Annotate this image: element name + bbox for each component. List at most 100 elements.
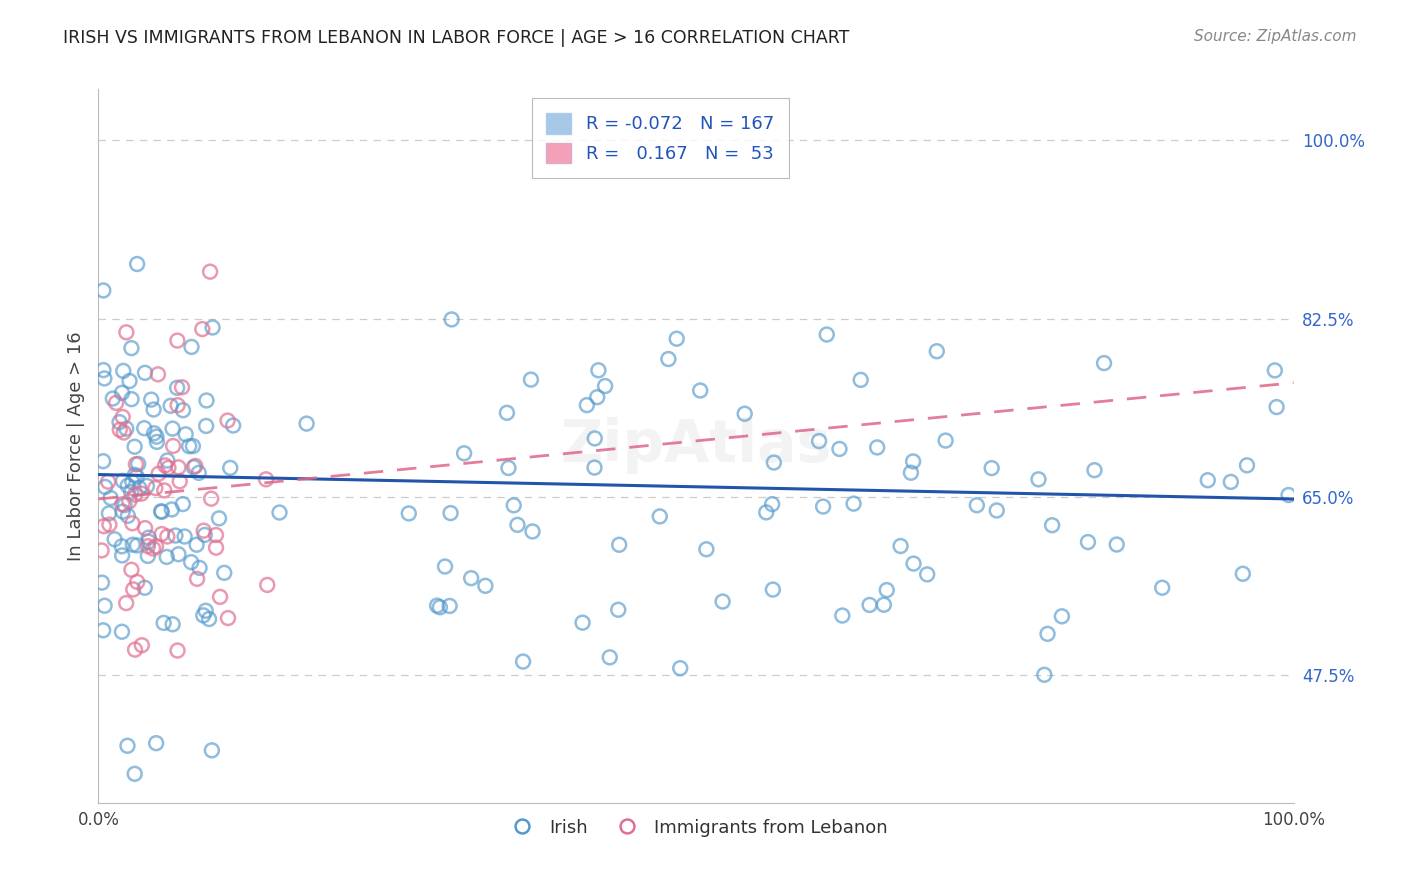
Point [669, 661, 692, 675]
Point [439, 599, 461, 613]
Point [762, 456, 785, 470]
Point [101, 392, 124, 406]
Point [496, 406, 519, 420]
Point [160, 502, 183, 516]
Point [1197, 473, 1219, 487]
Point [434, 559, 457, 574]
Point [145, 481, 167, 495]
Point [145, 430, 167, 444]
Point [152, 615, 174, 630]
Point [1232, 566, 1254, 581]
Point [172, 403, 194, 417]
Point [873, 598, 896, 612]
Point [167, 547, 190, 561]
Point [91, 624, 114, 638]
Point [212, 566, 235, 580]
Point [498, 461, 520, 475]
Point [115, 422, 138, 436]
Point [131, 486, 153, 500]
Point [98, 517, 121, 532]
Point [200, 491, 222, 506]
Point [522, 524, 544, 539]
Point [172, 497, 194, 511]
Point [1077, 535, 1099, 549]
Point [157, 460, 180, 475]
Point [115, 326, 138, 340]
Point [121, 475, 143, 489]
Point [169, 475, 191, 489]
Point [188, 561, 211, 575]
Point [583, 432, 606, 446]
Point [134, 521, 156, 535]
Point [762, 582, 785, 597]
Point [156, 549, 179, 564]
Point [205, 541, 228, 555]
Point [191, 322, 214, 336]
Point [112, 425, 135, 440]
Point [117, 739, 139, 753]
Point [94, 480, 117, 494]
Point [205, 528, 228, 542]
Point [195, 419, 218, 434]
Point [1265, 400, 1288, 414]
Point [256, 578, 278, 592]
Point [217, 413, 239, 427]
Point [607, 603, 630, 617]
Point [195, 393, 218, 408]
Point [143, 426, 166, 441]
Point [166, 381, 188, 395]
Point [187, 466, 209, 480]
Point [97, 475, 120, 489]
Point [502, 499, 524, 513]
Point [100, 491, 122, 505]
Point [915, 567, 938, 582]
Point [121, 516, 143, 531]
Point [150, 504, 173, 518]
Point [695, 542, 717, 557]
Point [903, 557, 925, 571]
Point [162, 617, 184, 632]
Point [201, 743, 224, 757]
Point [1277, 488, 1299, 502]
Point [1236, 458, 1258, 473]
Point [118, 494, 141, 508]
Legend: Irish, Immigrants from Lebanon: Irish, Immigrants from Lebanon [496, 812, 896, 844]
Point [162, 422, 184, 436]
Point [103, 533, 125, 547]
Point [115, 596, 138, 610]
Point [198, 265, 221, 279]
Point [111, 409, 134, 424]
Point [254, 472, 277, 486]
Point [506, 517, 529, 532]
Point [808, 434, 831, 448]
Point [439, 506, 461, 520]
Y-axis label: In Labor Force | Age > 16: In Labor Force | Age > 16 [66, 331, 84, 561]
Point [148, 467, 170, 481]
Point [179, 439, 201, 453]
Point [136, 549, 159, 563]
Point [935, 434, 957, 448]
Point [1050, 609, 1073, 624]
Point [117, 478, 139, 492]
Point [131, 638, 153, 652]
Point [138, 531, 160, 545]
Point [134, 421, 156, 435]
Point [966, 498, 988, 512]
Point [520, 373, 543, 387]
Point [815, 327, 838, 342]
Point [124, 767, 146, 781]
Point [453, 446, 475, 460]
Point [842, 497, 865, 511]
Point [222, 418, 245, 433]
Point [111, 539, 134, 553]
Point [980, 461, 1002, 475]
Point [890, 539, 912, 553]
Point [153, 483, 176, 498]
Point [134, 581, 156, 595]
Point [648, 509, 671, 524]
Text: IRISH VS IMMIGRANTS FROM LEBANON IN LABOR FORCE | AGE > 16 CORRELATION CHART: IRISH VS IMMIGRANTS FROM LEBANON IN LABO… [63, 29, 849, 46]
Point [208, 511, 231, 525]
Point [711, 594, 734, 608]
Point [127, 257, 149, 271]
Point [1152, 581, 1174, 595]
